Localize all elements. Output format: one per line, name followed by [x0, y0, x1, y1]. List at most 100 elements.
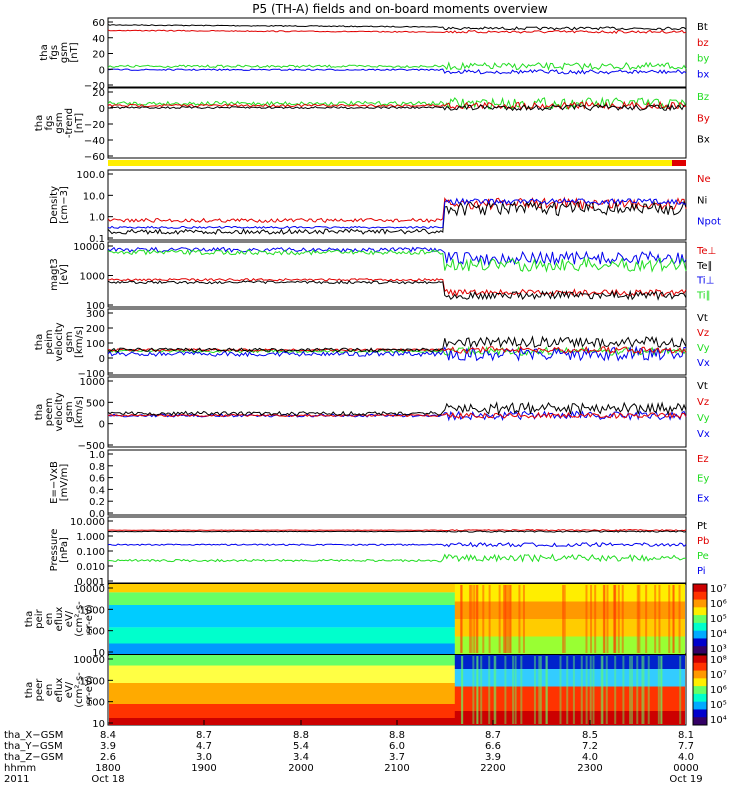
spec-streak — [506, 585, 509, 653]
legend-entry: Vy — [697, 413, 710, 424]
legend-entry: bx — [697, 69, 709, 80]
legend-entry: Pe — [697, 551, 709, 562]
panel-frame-fgs-dtrend — [107, 87, 687, 159]
colorbar-segment — [693, 638, 707, 647]
legend-entry: Pt — [697, 521, 707, 532]
colorbar-segment — [693, 630, 707, 639]
colorbar-label: 10⁶ — [710, 599, 727, 610]
legend-entry: Pb — [697, 536, 709, 547]
spec-streak — [585, 585, 588, 653]
y-tick-label: −20 — [84, 120, 105, 131]
spec-streak — [672, 585, 675, 653]
panel-frame-peim-vel — [107, 308, 687, 376]
y-axis-label: -trend — [64, 108, 75, 138]
y-tick-label: 0.2 — [89, 497, 105, 508]
spec-streak — [658, 585, 661, 653]
spec-streak — [493, 656, 496, 724]
spec-streak — [504, 585, 507, 653]
colorbar-segment — [693, 622, 707, 632]
axis-value: 6.6 — [485, 741, 501, 752]
axis-value: 6.0 — [389, 741, 405, 752]
y-tick-label: 0 — [99, 104, 105, 115]
spec-streak — [473, 585, 476, 653]
spec-streak — [509, 585, 512, 653]
colorbar-segment — [693, 678, 707, 687]
colorbar-segment — [693, 670, 707, 679]
spec-streak — [470, 585, 473, 653]
trace-dbz — [107, 96, 687, 111]
trace-vt — [107, 335, 687, 353]
spec-streak — [514, 656, 517, 724]
y-axis-label: magt3 — [49, 258, 60, 291]
legend-entry: Vx — [697, 358, 710, 369]
legend-entry: Pi — [697, 566, 706, 577]
spec-streak — [460, 585, 463, 653]
axis-value: 2.6 — [100, 752, 116, 763]
spec-streak — [563, 585, 566, 653]
trace-bx — [108, 68, 687, 75]
y-axis-label: (cm²-s- — [74, 672, 85, 708]
trace-tepar — [107, 280, 687, 301]
y-tick-label: −100 — [78, 369, 105, 380]
y-axis-label: peim — [44, 329, 55, 354]
y-tick-label: 0 — [99, 65, 105, 76]
y-tick-label: 0.4 — [89, 485, 105, 496]
y-tick-label: 0.010 — [76, 562, 105, 573]
colorbar-segment — [693, 607, 707, 616]
y-axis-label: tha — [34, 334, 45, 350]
colorbar-segment — [693, 615, 707, 624]
legend-entry: By — [697, 113, 710, 124]
y-axis-label: (cm²-s- — [74, 601, 85, 637]
legend-entry: Te∥ — [696, 261, 713, 272]
y-tick-label: 10.0 — [83, 191, 105, 202]
spec-streak — [504, 585, 507, 653]
axis-value: 8.5 — [582, 730, 598, 741]
spec-band-early-2 — [109, 683, 456, 704]
colorbar-label: 10³ — [710, 644, 727, 655]
trace-teperp — [107, 277, 687, 297]
axis-value: 8.8 — [293, 730, 309, 741]
spec-band-late-0 — [454, 655, 685, 669]
colorbar-frame — [692, 654, 708, 726]
legend-entry: Ni — [697, 195, 707, 206]
y-tick-label: 40 — [92, 34, 105, 45]
spec-streak — [460, 656, 463, 724]
spec-streak — [589, 656, 592, 724]
spec-streak — [601, 656, 604, 724]
spec-band-early-4 — [109, 718, 456, 725]
legend-entry: Ey — [697, 474, 709, 485]
axis-value: 0000 — [673, 763, 698, 774]
spec-streak — [472, 656, 475, 724]
colorbar-segment — [693, 686, 707, 695]
spec-streak — [642, 656, 645, 724]
y-tick-label: 20 — [92, 88, 105, 99]
colorbar-segment — [693, 655, 707, 664]
spec-streak — [476, 585, 479, 653]
spec-streak — [545, 656, 548, 724]
colorbar-label: 10⁵ — [710, 700, 727, 711]
axis-value: 8.8 — [389, 730, 405, 741]
spec-band-early-1 — [109, 665, 456, 683]
y-axis-label: [km/s] — [74, 326, 85, 358]
quality-flag-bar-end — [672, 160, 686, 166]
axis-value: 7.2 — [582, 741, 598, 752]
y-axis-label: gsm — [64, 401, 75, 422]
spec-streak — [459, 585, 462, 653]
spec-streak — [512, 656, 515, 724]
spec-streak — [668, 585, 671, 653]
y-axis-label: eflux — [54, 678, 65, 703]
spec-streak — [660, 656, 663, 724]
y-axis-label: en — [44, 684, 55, 697]
axis-value: 1800 — [95, 763, 120, 774]
y-axis-label: [nT] — [69, 42, 80, 62]
legend-entry: Ex — [697, 493, 709, 504]
colorbar-segment — [693, 717, 707, 726]
spec-streak — [660, 656, 663, 724]
y-tick-label: 0.0 — [89, 509, 105, 520]
trace-ne — [107, 196, 687, 224]
spec-streak — [614, 585, 617, 653]
y-tick-label: 100 — [86, 627, 105, 638]
spec-streak — [600, 656, 603, 724]
y-axis-label: tha — [39, 44, 50, 60]
axis-value: 8.7 — [196, 730, 212, 741]
